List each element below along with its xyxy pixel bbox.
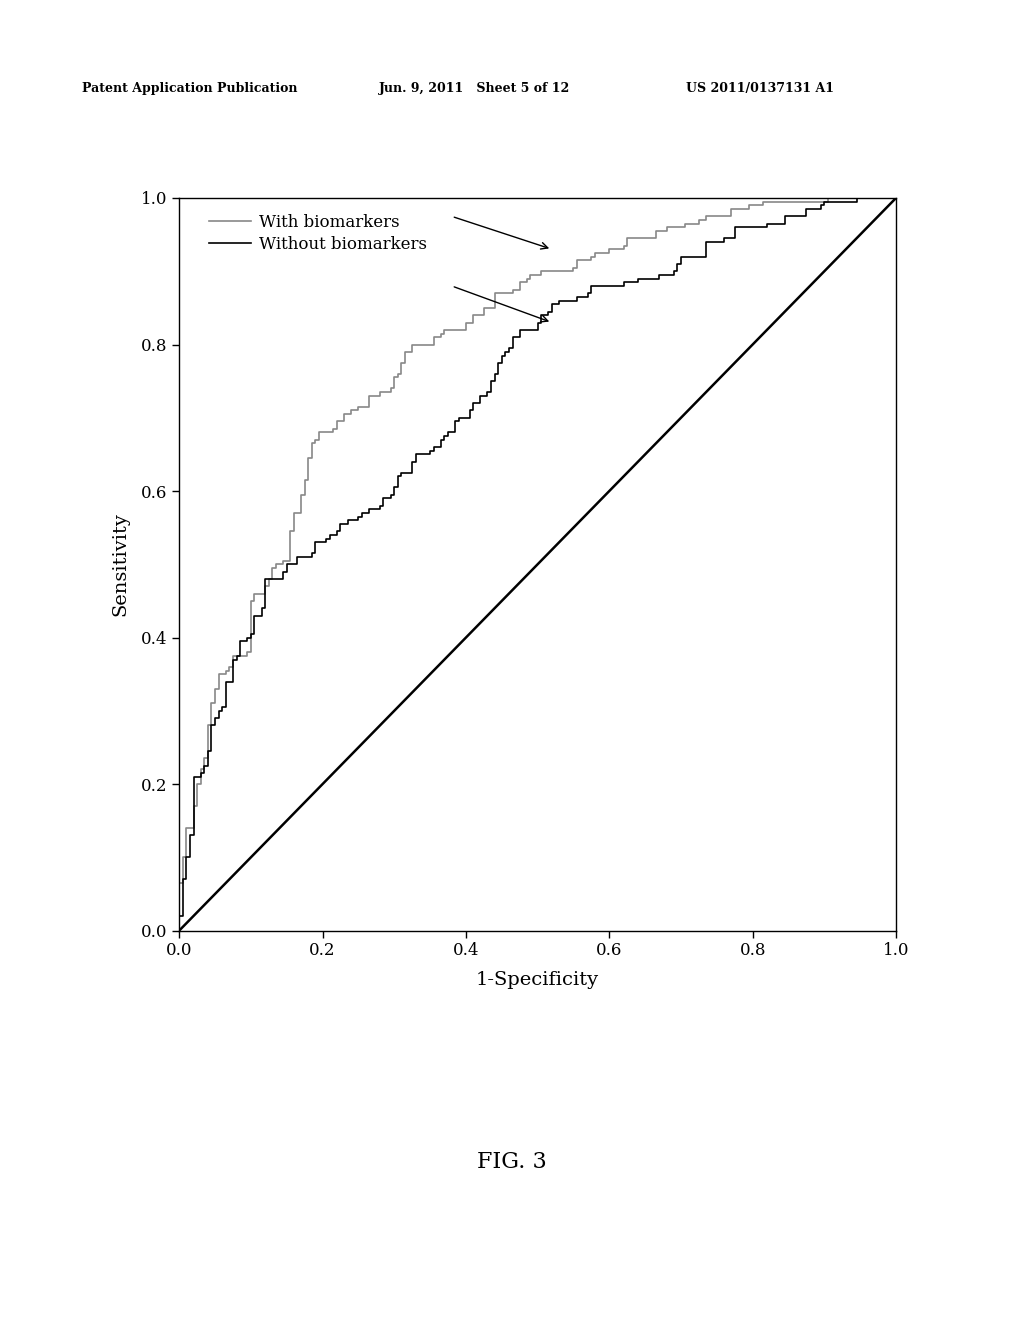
With biomarkers [664, 219, 676, 235]
With biomarkers [821, 190, 834, 206]
Without biomarkers [890, 190, 902, 206]
Without biomarkers [438, 432, 451, 447]
With biomarkers [173, 923, 185, 939]
X-axis label: 1-Specificity: 1-Specificity [476, 970, 599, 989]
Text: US 2011/0137131 A1: US 2011/0137131 A1 [686, 82, 835, 95]
Without biomarkers [173, 923, 185, 939]
Y-axis label: Sensitivity: Sensitivity [112, 512, 130, 616]
Line: Without biomarkers: Without biomarkers [179, 198, 896, 931]
Text: FIG. 3: FIG. 3 [477, 1151, 547, 1173]
With biomarkers [395, 366, 408, 381]
Without biomarkers [503, 341, 515, 356]
Without biomarkers [198, 766, 211, 781]
Without biomarkers [761, 219, 773, 235]
With biomarkers [388, 380, 400, 396]
Without biomarkers [692, 248, 705, 264]
Legend: With biomarkers, Without biomarkers: With biomarkers, Without biomarkers [209, 214, 427, 252]
Line: With biomarkers: With biomarkers [179, 198, 896, 931]
With biomarkers [890, 190, 902, 206]
Without biomarkers [850, 190, 862, 206]
Without biomarkers [449, 421, 461, 437]
With biomarkers [743, 201, 756, 216]
Text: Patent Application Publication: Patent Application Publication [82, 82, 297, 95]
Text: Jun. 9, 2011   Sheet 5 of 12: Jun. 9, 2011 Sheet 5 of 12 [379, 82, 570, 95]
With biomarkers [470, 308, 483, 323]
With biomarkers [195, 762, 207, 777]
